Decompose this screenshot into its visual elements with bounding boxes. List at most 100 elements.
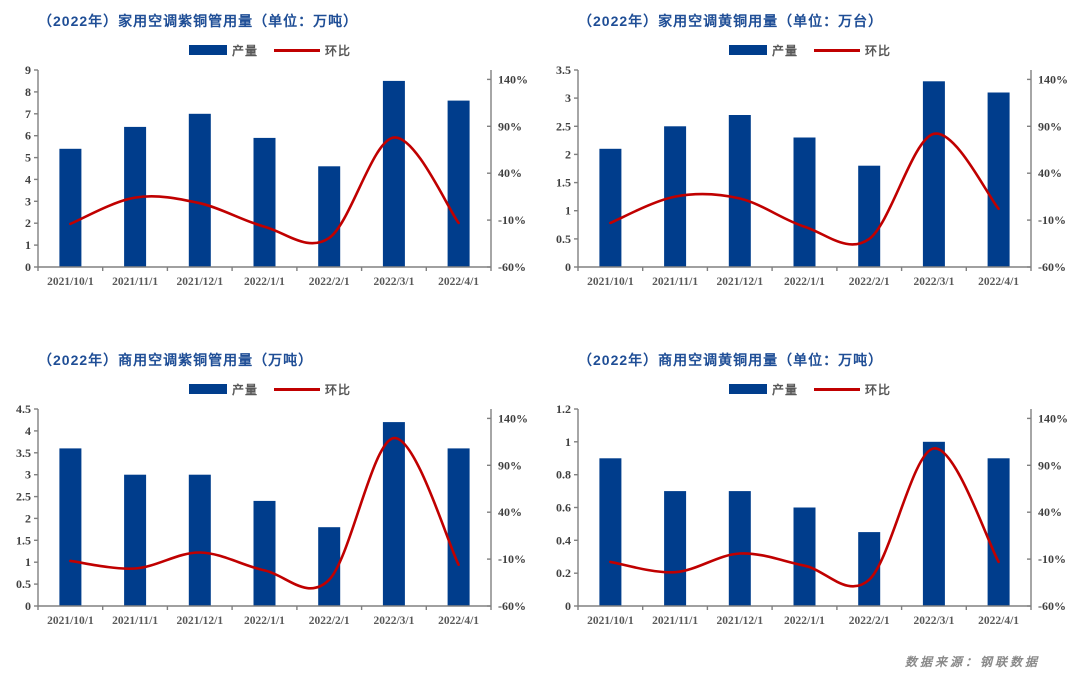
svg-text:3: 3 xyxy=(565,91,571,105)
svg-text:0.4: 0.4 xyxy=(556,533,571,547)
svg-text:2022/1/1: 2022/1/1 xyxy=(784,615,825,627)
plot-area: 0 0.5 1 1.5 2 2.5 3 3.5 4 4.5 140% 90% 40% -10% -60% 20… xyxy=(0,403,540,645)
bar xyxy=(858,165,881,267)
bar xyxy=(188,474,211,606)
svg-text:2021/11/1: 2021/11/1 xyxy=(112,615,158,627)
mom-line xyxy=(609,132,1000,246)
svg-text:2022/2/1: 2022/2/1 xyxy=(849,615,890,627)
line-series-swatch xyxy=(274,48,320,52)
svg-text:1: 1 xyxy=(25,238,31,252)
bar xyxy=(728,115,751,267)
chart-svg: 0 0.5 1 1.5 2 2.5 3 3.5 4 4.5 140% 90% 40% -10% -60% 20… xyxy=(16,403,528,627)
bar xyxy=(382,80,405,268)
svg-text:1.5: 1.5 xyxy=(556,176,571,190)
svg-text:2022/4/1: 2022/4/1 xyxy=(978,615,1019,627)
svg-text:140%: 140% xyxy=(498,411,528,425)
bar xyxy=(793,507,816,606)
svg-text:2021/11/1: 2021/11/1 xyxy=(112,276,158,288)
bar xyxy=(987,92,1010,267)
chart-svg: 0 1 2 3 4 5 6 7 8 9 140% 90% 40% -10% -60% 2021/10/1 202… xyxy=(25,64,528,288)
bar xyxy=(728,491,751,606)
plot-area: 0 0.5 1 1.5 2 2.5 3 3.5 140% 90% 40% -10% -60% 2021/1… xyxy=(540,64,1080,306)
legend-label-mom: 环比 xyxy=(865,43,892,58)
svg-text:2022/4/1: 2022/4/1 xyxy=(438,276,479,288)
bar-series-swatch xyxy=(728,45,767,55)
bar xyxy=(987,458,1010,607)
svg-text:2022/2/1: 2022/2/1 xyxy=(309,615,350,627)
line-series-swatch xyxy=(814,48,860,52)
bar xyxy=(922,81,945,267)
svg-text:0: 0 xyxy=(565,260,571,274)
svg-text:2: 2 xyxy=(565,147,571,161)
svg-text:-60%: -60% xyxy=(498,599,526,613)
svg-text:0.2: 0.2 xyxy=(556,566,571,580)
bar xyxy=(188,113,211,267)
svg-text:0.5: 0.5 xyxy=(556,232,571,246)
svg-text:2021/11/1: 2021/11/1 xyxy=(652,276,698,288)
svg-text:2021/10/1: 2021/10/1 xyxy=(587,276,634,288)
svg-text:2022/3/1: 2022/3/1 xyxy=(373,276,414,288)
svg-text:3.5: 3.5 xyxy=(16,446,31,460)
svg-text:0.6: 0.6 xyxy=(556,501,571,515)
legend: 产量 环比 xyxy=(0,42,540,58)
svg-text:40%: 40% xyxy=(498,505,522,519)
mom-line xyxy=(69,436,460,590)
line-series-swatch xyxy=(814,387,860,391)
bar-series-swatch xyxy=(728,384,767,394)
chart-svg: 0 0.5 1 1.5 2 2.5 3 3.5 140% 90% 40% -10% -60% 2021/1… xyxy=(556,64,1068,288)
svg-text:90%: 90% xyxy=(1038,119,1062,133)
svg-text:5: 5 xyxy=(25,151,31,165)
svg-text:2021/12/1: 2021/12/1 xyxy=(716,276,763,288)
legend-label-production: 产量 xyxy=(771,43,798,58)
legend: 产量 环比 xyxy=(0,381,540,397)
svg-text:2021/10/1: 2021/10/1 xyxy=(587,615,634,627)
svg-text:0.5: 0.5 xyxy=(16,577,31,591)
bar xyxy=(253,500,276,606)
svg-text:2021/10/1: 2021/10/1 xyxy=(47,615,94,627)
bar-series-swatch xyxy=(188,45,227,55)
svg-text:2022/1/1: 2022/1/1 xyxy=(244,615,285,627)
bar xyxy=(599,458,622,607)
bar xyxy=(318,527,341,606)
plot-area: 0 1 2 3 4 5 6 7 8 9 140% 90% 40% -10% -60% 2021/10/1 202… xyxy=(0,64,540,306)
svg-text:4: 4 xyxy=(25,172,31,186)
legend-item-mom: 环比 xyxy=(274,381,351,398)
svg-text:40%: 40% xyxy=(498,166,522,180)
svg-text:6: 6 xyxy=(25,129,31,143)
svg-text:2022/4/1: 2022/4/1 xyxy=(978,276,1019,288)
bar-series-swatch xyxy=(188,384,227,394)
legend-item-mom: 环比 xyxy=(274,42,351,59)
svg-text:40%: 40% xyxy=(1038,166,1062,180)
bar xyxy=(922,441,945,606)
svg-text:90%: 90% xyxy=(1038,458,1062,472)
line-series-swatch xyxy=(274,387,320,391)
legend-label-mom: 环比 xyxy=(865,382,892,397)
svg-text:2021/12/1: 2021/12/1 xyxy=(716,615,763,627)
svg-text:2022/2/1: 2022/2/1 xyxy=(309,276,350,288)
svg-text:2: 2 xyxy=(25,511,31,525)
bar xyxy=(59,448,82,606)
bar xyxy=(253,137,276,267)
svg-text:-60%: -60% xyxy=(1038,260,1066,274)
svg-text:1: 1 xyxy=(25,555,31,569)
svg-text:3: 3 xyxy=(25,194,31,208)
chart-home-ac-copper-tube: （2022年）家用空调紫铜管用量（单位：万吨） 产量 环比 0 1 2 3 4 5 6 7 8 9… xyxy=(0,0,540,339)
svg-text:140%: 140% xyxy=(1038,72,1068,86)
bar xyxy=(447,448,470,606)
svg-text:3.5: 3.5 xyxy=(556,64,571,77)
bar xyxy=(59,148,82,267)
legend-label-mom: 环比 xyxy=(325,43,352,58)
svg-text:2022/1/1: 2022/1/1 xyxy=(244,276,285,288)
data-source-note: 数据来源：钢联数据 xyxy=(904,655,1040,669)
chart-commercial-ac-brass: （2022年）商用空调黄铜用量（单位：万吨） 产量 环比 0 0.2 0.4 0.6 0… xyxy=(540,339,1080,650)
legend-item-production: 产量 xyxy=(188,381,258,398)
bar xyxy=(858,532,881,606)
svg-text:1.5: 1.5 xyxy=(16,533,31,547)
svg-text:3: 3 xyxy=(25,468,31,482)
bar xyxy=(664,491,687,606)
svg-text:90%: 90% xyxy=(498,458,522,472)
svg-text:2: 2 xyxy=(25,216,31,230)
svg-text:-10%: -10% xyxy=(498,552,526,566)
svg-text:-60%: -60% xyxy=(498,260,526,274)
svg-text:0: 0 xyxy=(25,599,31,613)
